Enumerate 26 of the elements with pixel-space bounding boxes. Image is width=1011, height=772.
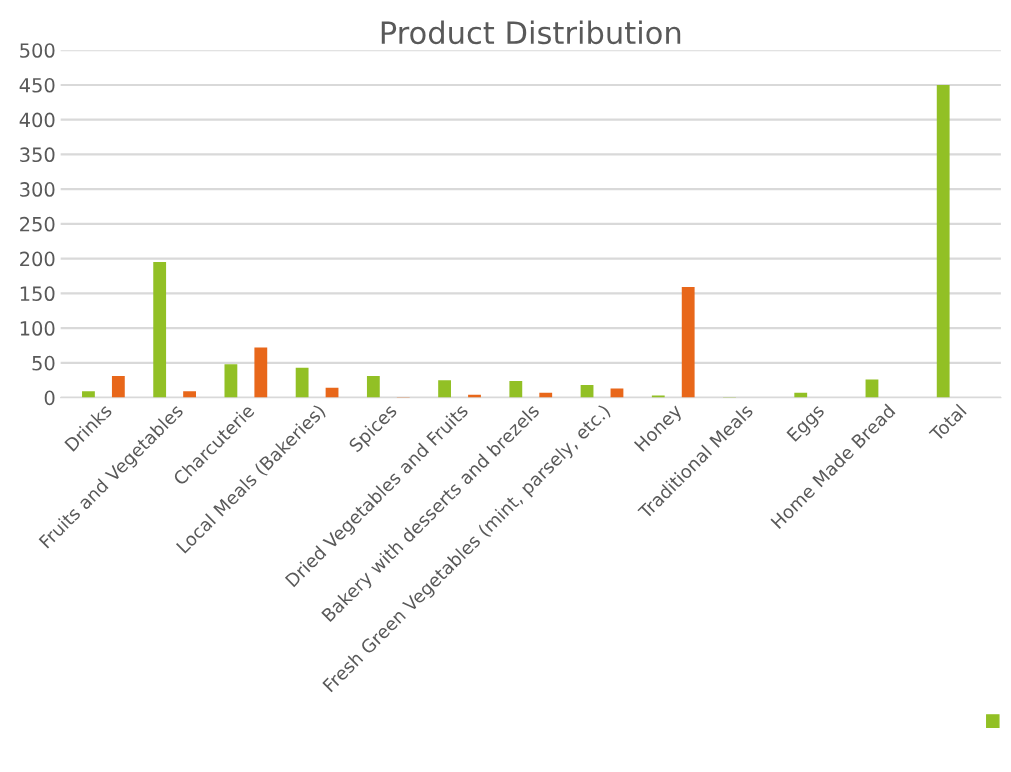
bar: [936, 84, 950, 398]
bar: [295, 367, 309, 398]
chart-title: Product Distribution: [381, 20, 681, 45]
y-tick-label: 500: [20, 43, 55, 58]
y-tick-label: 50: [32, 355, 55, 371]
bar: [224, 364, 238, 398]
bar: [438, 380, 451, 398]
y-tick-label: 400: [19, 112, 55, 128]
y-tick-label: 250: [20, 216, 55, 232]
y-tick-label: 350: [20, 147, 55, 163]
y-tick-label: 150: [20, 286, 55, 302]
y-tick-label: 300: [20, 182, 55, 197]
bar: [111, 376, 125, 398]
bar: [651, 395, 665, 398]
y-tick-label: 0: [44, 390, 55, 406]
bar: [183, 391, 196, 398]
bar: [509, 380, 523, 398]
bar: [681, 287, 695, 398]
y-tick-label: 450: [19, 77, 55, 93]
y-tick-label: 200: [20, 251, 55, 267]
bar: [366, 376, 380, 398]
bar: [153, 262, 167, 398]
bar: [82, 391, 95, 398]
y-tick-label: 100: [20, 321, 55, 336]
bar: [580, 385, 594, 398]
bar: [254, 347, 268, 398]
